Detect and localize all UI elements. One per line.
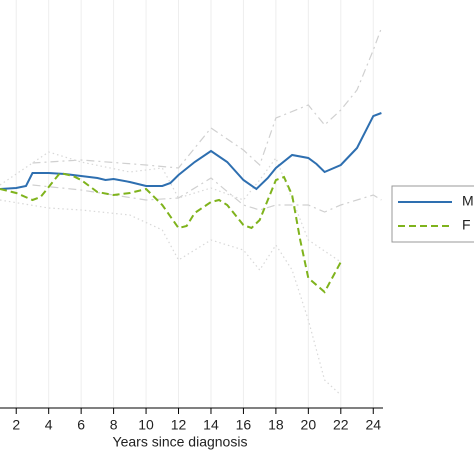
x-axis-label: Years since diagnosis (113, 434, 248, 450)
x-tick-label: 20 (301, 417, 317, 433)
x-tick-label: 12 (171, 417, 187, 433)
x-tick-label: 24 (365, 417, 381, 433)
x-tick-label: 4 (45, 417, 53, 433)
x-tick-label: 16 (236, 417, 252, 433)
confidence-band (32, 27, 382, 169)
confidence-band (0, 199, 342, 396)
legend-label: M (462, 193, 474, 209)
x-tick-label: 6 (77, 417, 85, 433)
x-tick-label: 8 (110, 417, 118, 433)
x-tick-label: 2 (12, 417, 20, 433)
confidence-band (0, 151, 342, 263)
series-line (0, 112, 382, 191)
x-tick-label: 14 (203, 417, 219, 433)
x-tick-label: 18 (268, 417, 284, 433)
confidence-band (32, 177, 382, 213)
legend-label: F (462, 217, 471, 233)
x-tick-label: 22 (333, 417, 349, 433)
legend (391, 185, 474, 243)
x-tick-label: 10 (138, 417, 154, 433)
series-line (0, 171, 342, 294)
